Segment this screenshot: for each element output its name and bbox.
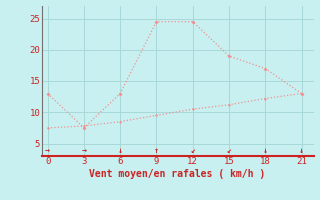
Text: →: → xyxy=(45,146,50,155)
Text: ↓: ↓ xyxy=(118,146,123,155)
Text: ↑: ↑ xyxy=(154,146,159,155)
X-axis label: Vent moyen/en rafales ( km/h ): Vent moyen/en rafales ( km/h ) xyxy=(90,169,266,179)
Text: ↙: ↙ xyxy=(227,146,231,155)
Text: ↙: ↙ xyxy=(190,146,195,155)
Text: →: → xyxy=(81,146,86,155)
Text: ↓: ↓ xyxy=(299,146,304,155)
Text: ↓: ↓ xyxy=(263,146,268,155)
